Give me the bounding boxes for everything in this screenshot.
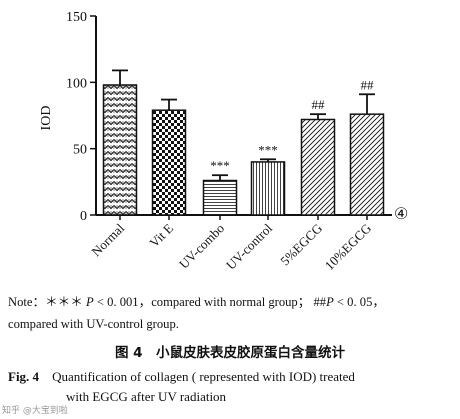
- y-tick-label: 0: [80, 209, 87, 224]
- bar: [151, 109, 187, 216]
- panel-marker: ④: [394, 206, 408, 223]
- note-prefix: Note：: [8, 295, 46, 309]
- x-tick-label: Vit E: [146, 220, 176, 250]
- note-p-symbol: P: [86, 295, 94, 309]
- watermark: 知乎 @大宝到啦: [2, 406, 68, 416]
- note-sig1-text: < 0. 001，compared with normal group；: [93, 295, 311, 309]
- figure-note: Note：＊＊＊ P < 0. 001，compared with normal…: [8, 291, 458, 335]
- x-tick-label: 10%EGCG: [322, 221, 374, 273]
- note-p-symbol-2: P: [326, 295, 334, 309]
- figure-label: Fig. 4: [8, 369, 40, 384]
- bar: [300, 118, 336, 216]
- y-tick-label: 100: [66, 76, 87, 91]
- bar: [349, 113, 385, 216]
- caption-line-1: Quantification of collagen ( represented…: [52, 369, 355, 384]
- significance-label: ##: [312, 97, 326, 112]
- x-tick-label: UV-combo: [176, 221, 227, 272]
- note-hash: ##: [313, 295, 327, 309]
- x-tick-label: Normal: [88, 220, 127, 259]
- significance-label: ##: [361, 77, 375, 92]
- note-sig2-text: < 0. 05，: [333, 295, 385, 309]
- bar: [202, 179, 238, 216]
- x-tick-label: 5%EGCG: [277, 221, 325, 269]
- bar: [250, 161, 286, 216]
- bar: [102, 84, 138, 216]
- y-tick-label: 150: [66, 10, 87, 25]
- figure-caption-english: Fig. 4 Quantification of collagen ( repr…: [8, 367, 458, 407]
- note-line-2: compared with UV-control group.: [8, 317, 179, 331]
- caption-line-2: with EGCG after UV radiation: [66, 389, 227, 404]
- significance-label: ***: [258, 142, 278, 157]
- x-tick-label: UV-control: [223, 220, 275, 272]
- note-stars: ＊＊＊: [45, 295, 83, 309]
- figure-caption-chinese: 图 4 小鼠皮肤表皮胶原蛋白含量统计: [114, 345, 346, 361]
- y-axis-label: IOD: [39, 106, 54, 131]
- significance-label: ***: [210, 158, 230, 173]
- bar-chart: 0 50 100 150 IOD Normal Vit E UV-combo *** UV-co…: [39, 10, 408, 273]
- y-tick-label: 50: [73, 143, 87, 158]
